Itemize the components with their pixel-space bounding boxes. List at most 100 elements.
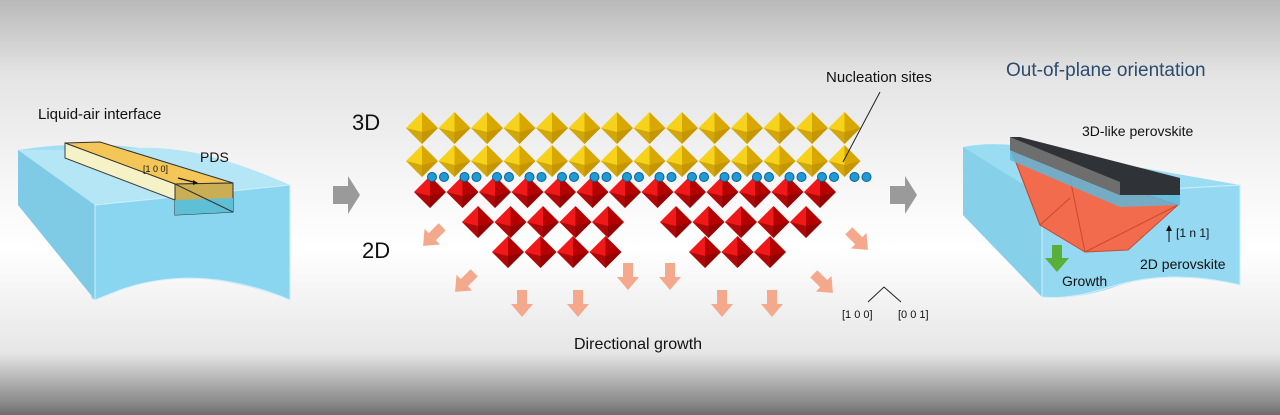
nucleation-site: [817, 172, 827, 182]
octahedron-3d: [503, 145, 536, 177]
axis-icon: [867, 286, 902, 303]
growth-arrow: [711, 290, 733, 317]
octahedron-3d: [601, 145, 633, 177]
growth-arrow: [567, 290, 589, 317]
octahedron-3d: [828, 112, 861, 144]
octahedron-3d: [666, 145, 698, 177]
octahedron-2d: [754, 236, 786, 268]
2d-perovskite-label: 2D perovskite: [1140, 256, 1226, 272]
octahedron-3d: [536, 112, 568, 144]
axis-100-label: [1 0 0]: [842, 309, 873, 321]
growth-arrow-icon: [1045, 245, 1069, 272]
directional-growth-caption: Directional growth: [574, 336, 703, 353]
octahedron-2d: [492, 236, 524, 268]
octahedron-2d: [462, 206, 494, 238]
octahedron-2d: [494, 206, 527, 238]
nucleation-site: [524, 172, 535, 182]
octahedron-3d: [666, 112, 698, 144]
octahedron-2d: [446, 176, 479, 208]
nucleation-site: [589, 172, 600, 182]
nucleation-site: [764, 172, 774, 182]
octahedron-2d: [706, 176, 739, 208]
growth-label: Growth: [1062, 273, 1108, 289]
octahedron-2d: [804, 176, 836, 208]
growth-arrow: [455, 269, 478, 292]
octahedron-2d: [479, 176, 511, 208]
process-arrow-1: [333, 176, 360, 214]
liquid-air-label: Liquid-air interface: [38, 106, 162, 123]
nucleation-site: [654, 172, 665, 182]
growth-arrow: [423, 223, 446, 246]
octahedron-3d: [731, 145, 763, 177]
nucleation-site: [459, 172, 470, 182]
nucleation-site: [427, 172, 437, 182]
octahedron-3d: [796, 112, 828, 144]
octahedron-3d: [438, 145, 471, 177]
nucleation-site: [471, 172, 482, 182]
octahedron-3d: [601, 112, 633, 144]
octahedron-2d: [524, 236, 557, 268]
octahedron-3d: [503, 112, 536, 144]
octahedron-2d: [557, 236, 589, 268]
growth-arrow: [659, 263, 681, 290]
nucleation-site: [492, 172, 502, 182]
octahedron-2d: [576, 176, 609, 208]
nucleation-site: [439, 172, 449, 182]
octahedron-3d: [763, 112, 796, 144]
octahedron-3d: [471, 145, 503, 177]
nucleation-site: [752, 172, 762, 182]
octahedron-3d: [698, 145, 731, 177]
nucleation-site: [849, 172, 860, 182]
nucleation-label: Nucleation sites: [826, 69, 932, 86]
nucleation-site: [601, 172, 612, 182]
octahedron-2d: [674, 176, 706, 208]
octahedron-2d: [725, 206, 757, 238]
direction-100-label: [1 0 0]: [143, 164, 169, 174]
growth-arrow: [761, 290, 783, 317]
nucleation-site: [719, 172, 730, 182]
growth-arrow: [617, 263, 639, 290]
nucleation-pointer: [842, 91, 881, 163]
nucleation-site: [557, 172, 567, 182]
process-arrow-2: [890, 176, 917, 214]
nucleation-site: [536, 172, 547, 182]
octahedron-3d: [406, 112, 438, 144]
nucleation-site: [687, 172, 697, 182]
octahedron-3d: [568, 145, 601, 177]
octahedron-3d: [763, 145, 796, 177]
octahedron-2d: [660, 206, 692, 238]
label-3d: 3D: [352, 110, 381, 135]
octahedron-3d: [828, 145, 861, 177]
label-2d: 2D: [362, 238, 391, 263]
pds-label: PDS: [200, 149, 229, 165]
octahedron-3d: [633, 112, 666, 144]
octahedron-3d: [406, 145, 438, 177]
nucleation-site: [504, 172, 514, 182]
3d-like-label: 3D-like perovskite: [1082, 123, 1194, 139]
octahedron-2d: [771, 176, 804, 208]
octahedron-3d: [698, 112, 731, 144]
nucleation-site: [731, 172, 742, 182]
nucleation-site: [796, 172, 807, 182]
octahedron-2d: [692, 206, 725, 238]
octahedron-2d: [721, 236, 754, 268]
nucleation-site: [699, 172, 709, 182]
octahedron-3d: [471, 112, 503, 144]
nucleation-site: [784, 172, 795, 182]
octahedron-2d: [559, 206, 592, 238]
octahedron-2d: [544, 176, 576, 208]
octahedron-2d: [592, 206, 624, 238]
octahedron-3d: [731, 112, 763, 144]
pds-crystal: [64, 141, 234, 216]
growth-arrow: [810, 270, 833, 293]
nucleation-site: [666, 172, 677, 182]
octahedron-2d: [527, 206, 559, 238]
octahedron-2d: [589, 236, 622, 268]
octahedron-2d: [641, 176, 674, 208]
growth-arrow: [511, 290, 533, 317]
out-of-plane-title: Out-of-plane orientation: [1006, 60, 1206, 81]
octahedron-2d: [739, 176, 771, 208]
nucleation-site: [861, 172, 872, 182]
octahedron-2d: [609, 176, 641, 208]
